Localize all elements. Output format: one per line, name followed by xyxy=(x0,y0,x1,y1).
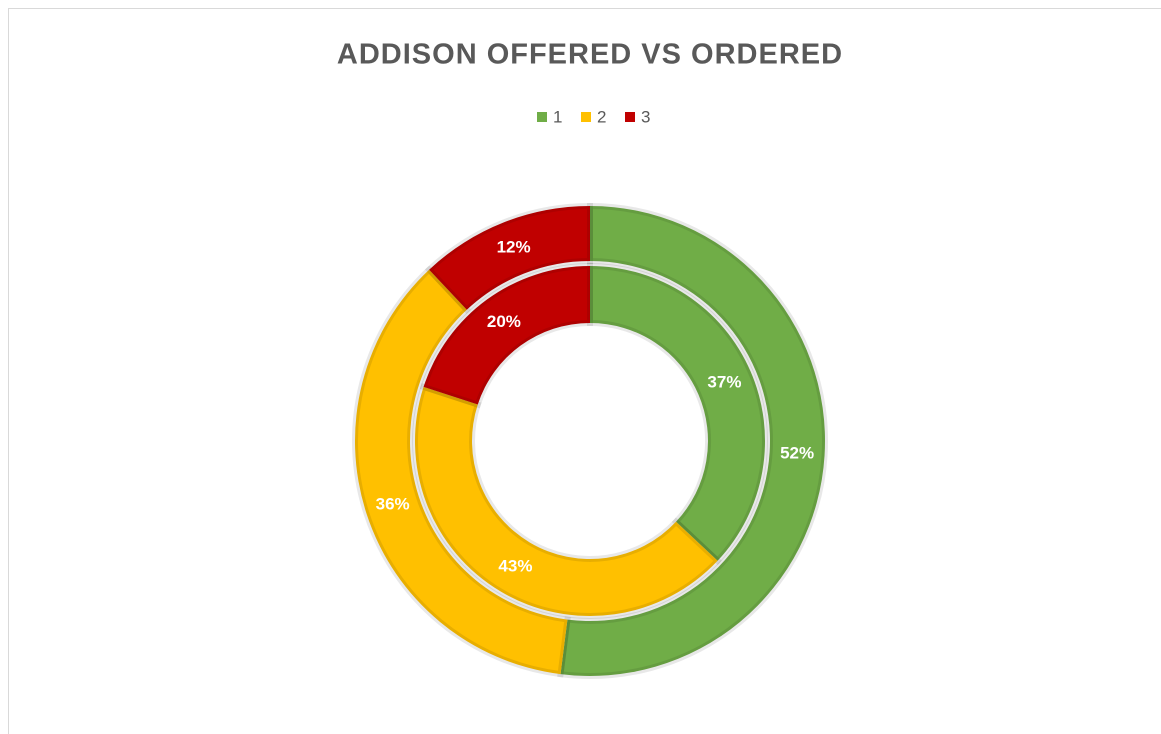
legend-label: 3 xyxy=(641,107,650,126)
doughnut-slice xyxy=(587,262,768,566)
legend-swatch xyxy=(625,112,635,122)
chart-frame xyxy=(8,8,1161,734)
chart-title: ADDISON OFFERED VS ORDERED xyxy=(337,39,843,71)
data-label: 52% xyxy=(780,444,814,463)
legend-label: 1 xyxy=(553,107,562,126)
data-label: 20% xyxy=(487,312,521,331)
doughnut-slice xyxy=(424,202,593,315)
data-label: 37% xyxy=(707,372,741,391)
data-label: 43% xyxy=(498,557,532,576)
data-label: 36% xyxy=(376,495,410,514)
doughnut-slice xyxy=(557,202,828,679)
doughnut-slice xyxy=(352,265,571,678)
legend-swatch xyxy=(537,112,547,122)
doughnut-slice xyxy=(419,262,593,409)
doughnut-slice xyxy=(412,383,722,619)
data-label: 12% xyxy=(497,238,531,257)
legend-label: 2 xyxy=(597,107,606,126)
legend-swatch xyxy=(581,112,591,122)
